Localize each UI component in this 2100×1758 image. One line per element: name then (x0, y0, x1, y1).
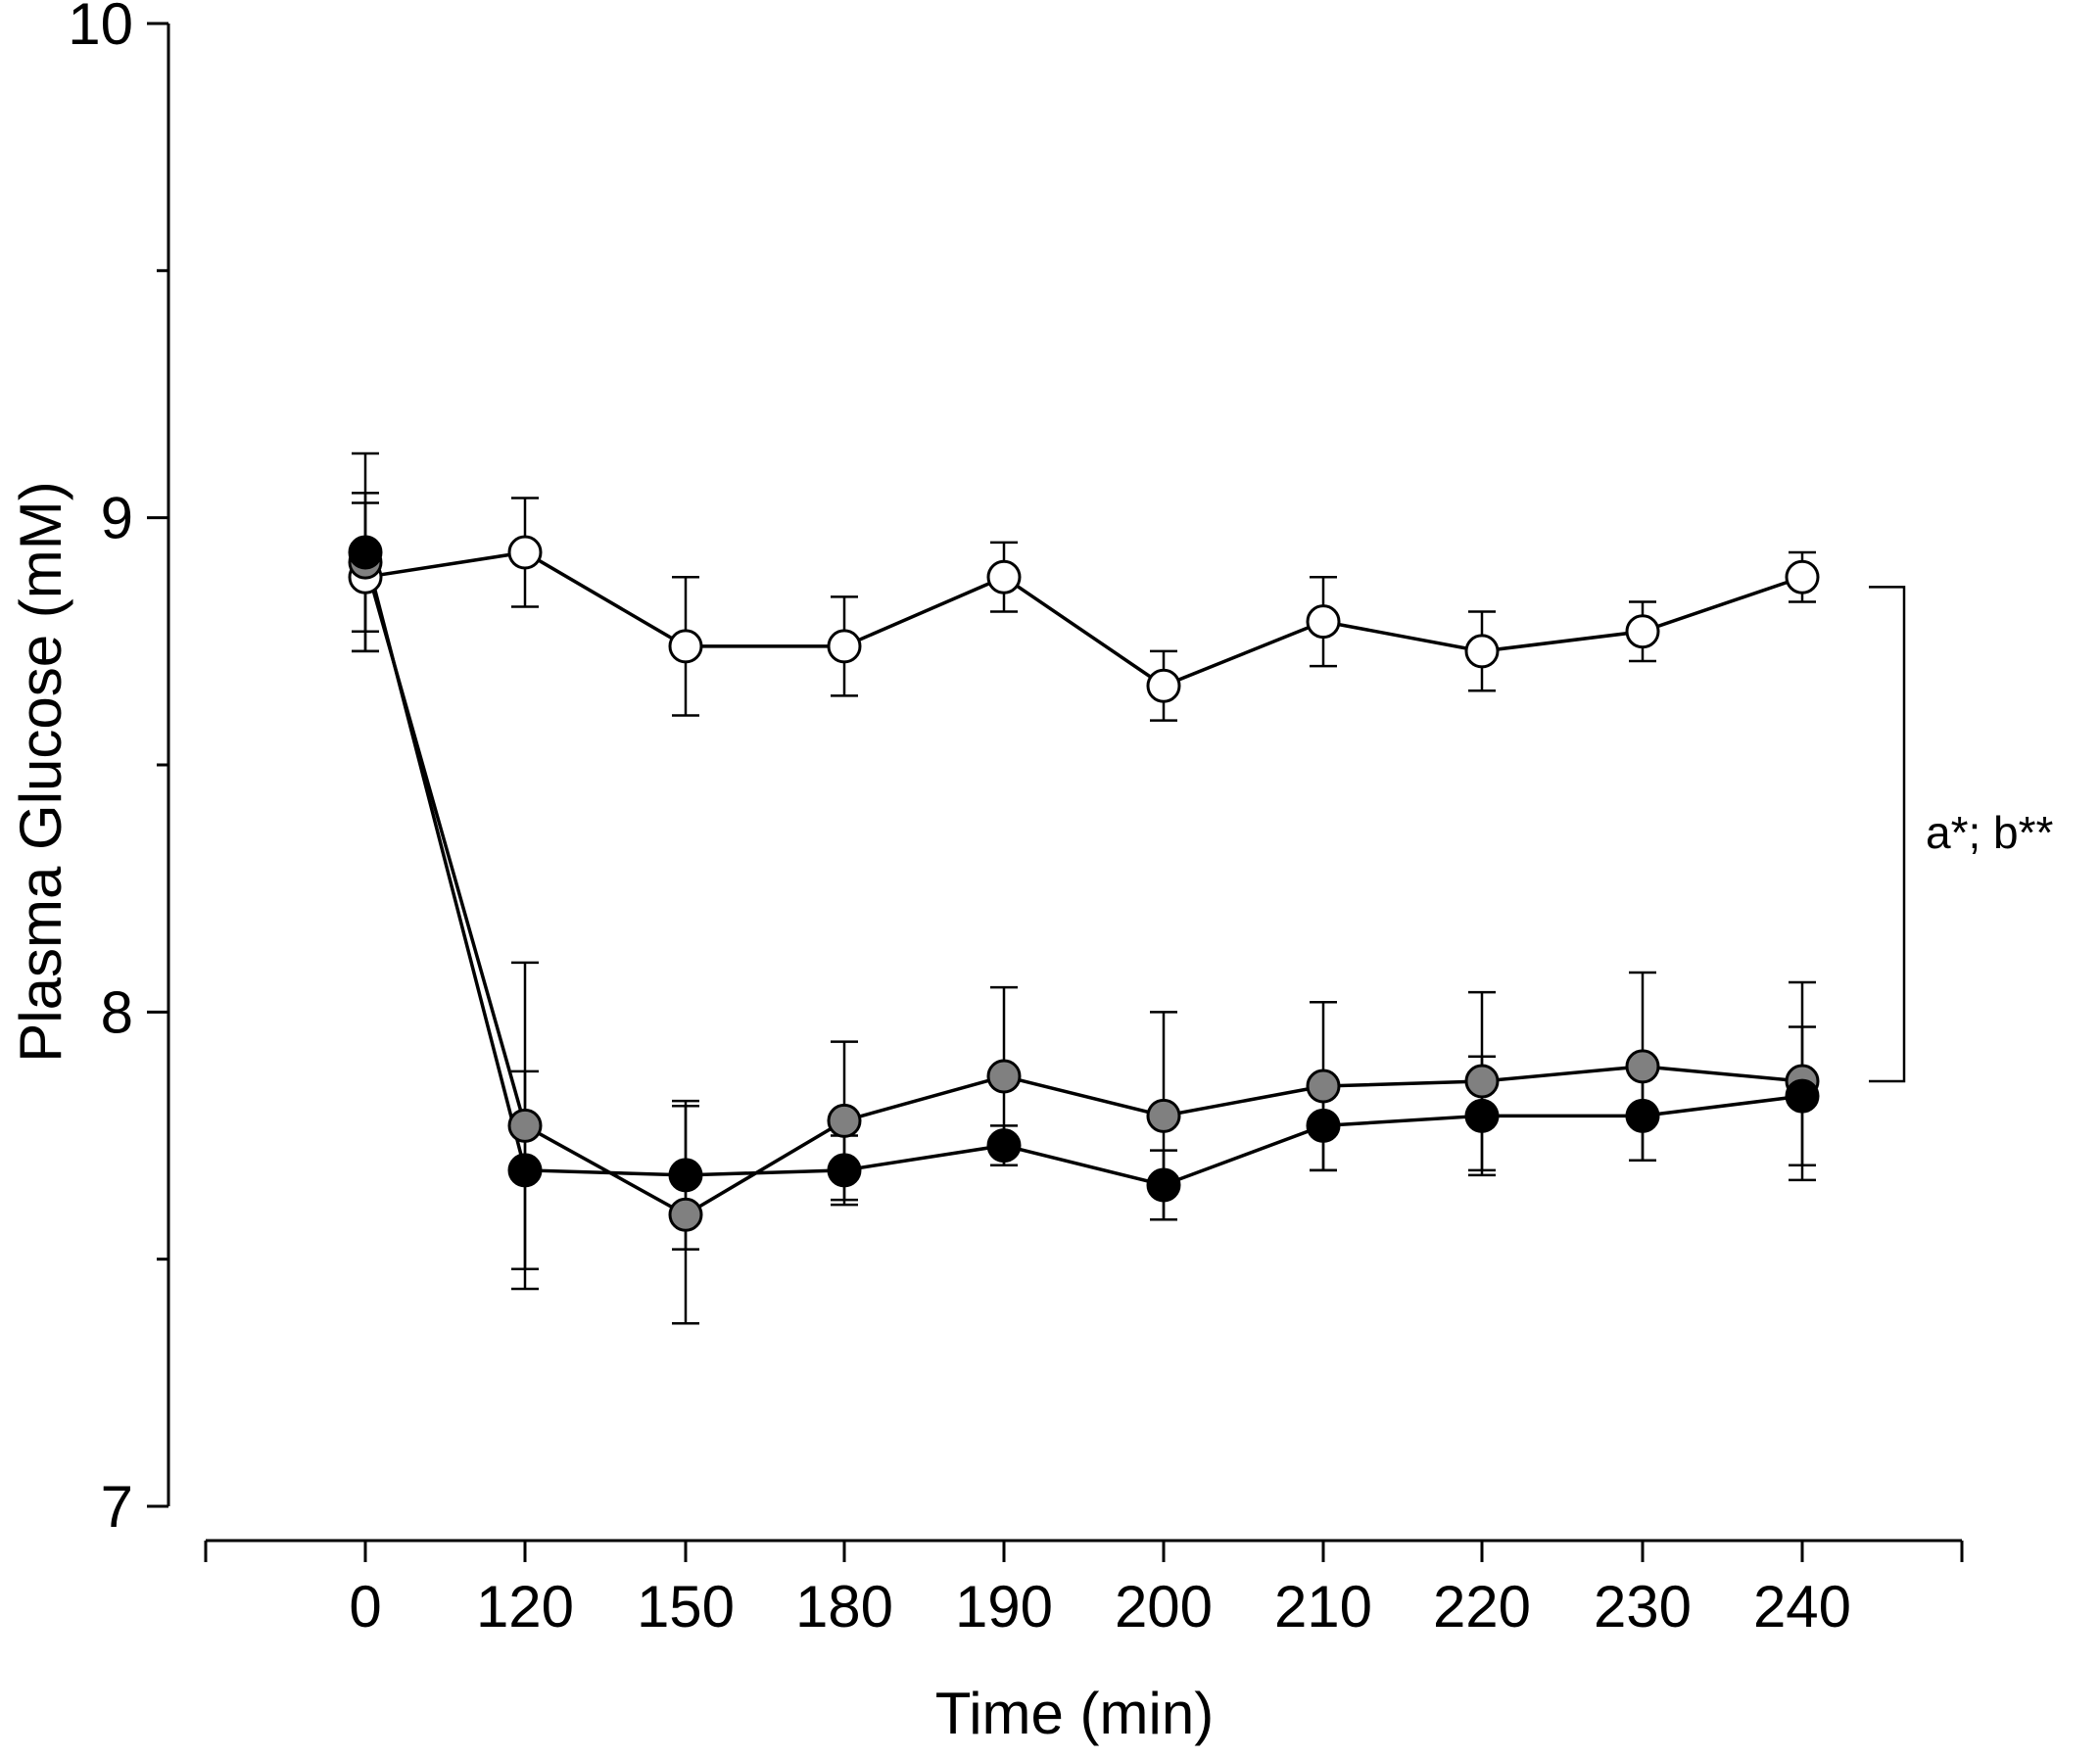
x-tick-label: 230 (1594, 1574, 1692, 1639)
data-point (1785, 559, 1820, 594)
data-point (1464, 634, 1500, 669)
data-point (507, 1108, 543, 1143)
data-point (668, 629, 703, 664)
significance-bracket (1869, 586, 1906, 1083)
x-axis: 0 120 150 180 190 200 210 220 230 240 (204, 1539, 1964, 1639)
data-point (348, 535, 383, 570)
data-point (827, 1153, 862, 1188)
series-layer (348, 451, 1820, 1325)
data-point (1306, 604, 1341, 640)
data-point (1306, 1108, 1341, 1143)
x-tick-label: 220 (1433, 1574, 1531, 1639)
data-point (986, 559, 1022, 594)
annotation-layer: a*; b** (1869, 586, 2054, 1083)
markers-filled (348, 535, 1820, 1203)
series-filled (352, 451, 1816, 1271)
y-tick-label: 8 (101, 979, 133, 1045)
data-point (827, 629, 862, 664)
data-point (986, 1059, 1022, 1094)
series-line (363, 561, 1803, 1217)
series-gray (352, 492, 1816, 1325)
data-point (507, 535, 543, 570)
x-tick-label: 200 (1115, 1574, 1213, 1639)
data-point (1146, 668, 1181, 703)
x-tick-label: 210 (1274, 1574, 1372, 1639)
data-point (1146, 1098, 1181, 1133)
x-axis-title: Time (min) (935, 1681, 1214, 1746)
markers-gray (348, 545, 1820, 1232)
x-tick-label: 120 (476, 1574, 574, 1639)
data-point (1464, 1098, 1500, 1133)
y-tick-label: 9 (101, 486, 133, 551)
data-point (1146, 1167, 1181, 1203)
y-axis: 7 8 9 10 (68, 0, 170, 1540)
data-point (1785, 1078, 1820, 1114)
significance-annotation: a*; b** (1926, 807, 2054, 858)
data-point (668, 1158, 703, 1193)
y-tick-label: 7 (101, 1474, 133, 1540)
series-line (364, 550, 1803, 689)
x-tick-label: 150 (637, 1574, 735, 1639)
series-line (363, 551, 1803, 1187)
x-tick-label: 190 (955, 1574, 1053, 1639)
markers-open (348, 535, 1820, 703)
data-point (1625, 1098, 1660, 1133)
data-point (668, 1197, 703, 1232)
data-point (1306, 1069, 1341, 1104)
series-open (352, 497, 1816, 722)
x-tick-label: 180 (795, 1574, 893, 1639)
data-point (986, 1128, 1022, 1164)
data-point (507, 1153, 543, 1188)
x-tick-label: 0 (349, 1574, 381, 1639)
y-tick-label: 10 (68, 0, 133, 57)
data-point (1464, 1064, 1500, 1099)
x-tick-label: 240 (1753, 1574, 1851, 1639)
data-point (1625, 614, 1660, 649)
data-point (1625, 1049, 1660, 1084)
y-axis-title: Plasma Glucose (mM) (8, 481, 73, 1062)
data-point (827, 1103, 862, 1138)
